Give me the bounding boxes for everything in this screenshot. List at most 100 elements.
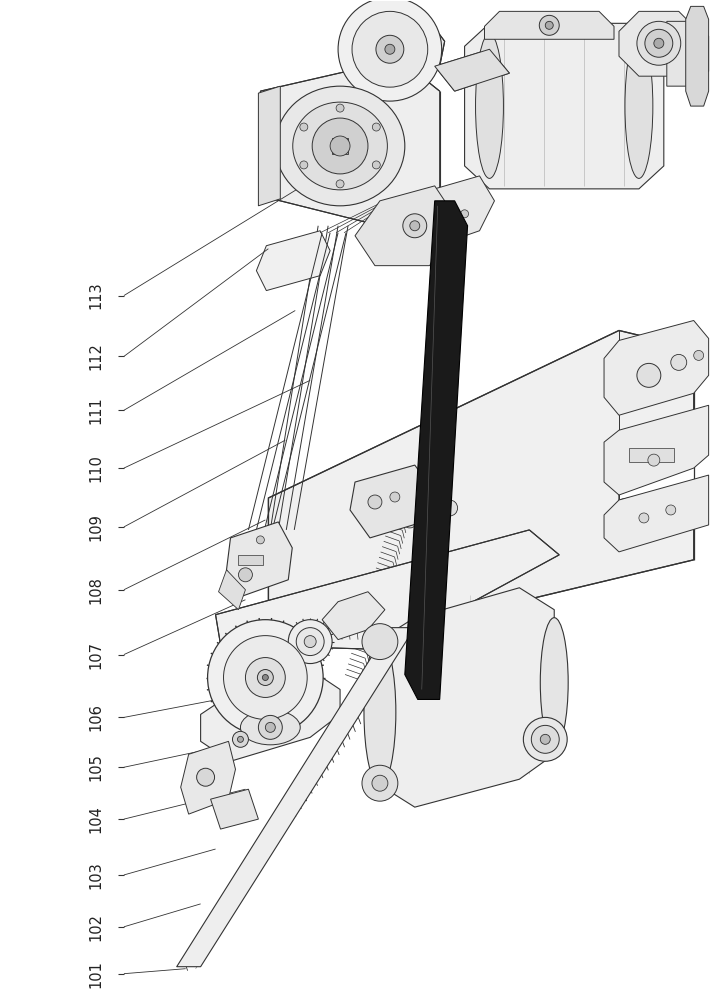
Circle shape: [372, 123, 380, 131]
Circle shape: [531, 725, 559, 753]
Circle shape: [246, 658, 285, 697]
Polygon shape: [180, 741, 236, 814]
Circle shape: [289, 620, 332, 664]
Text: 107: 107: [89, 641, 104, 669]
Text: 110: 110: [89, 454, 104, 482]
Text: 103: 103: [89, 861, 104, 889]
Ellipse shape: [625, 34, 653, 178]
Polygon shape: [435, 49, 509, 91]
Circle shape: [256, 536, 264, 544]
Circle shape: [304, 636, 316, 648]
Circle shape: [410, 221, 420, 231]
Polygon shape: [226, 522, 292, 597]
Text: 113: 113: [89, 282, 104, 309]
Polygon shape: [619, 11, 699, 76]
Circle shape: [300, 123, 308, 131]
Polygon shape: [350, 465, 435, 538]
Text: 104: 104: [89, 805, 104, 833]
Polygon shape: [177, 628, 415, 967]
Circle shape: [654, 38, 664, 48]
Text: 108: 108: [89, 576, 104, 604]
Polygon shape: [405, 201, 468, 699]
Polygon shape: [258, 86, 280, 206]
Circle shape: [296, 628, 324, 656]
Ellipse shape: [475, 34, 503, 178]
Circle shape: [546, 21, 553, 29]
Circle shape: [362, 624, 398, 660]
Polygon shape: [604, 320, 709, 415]
Circle shape: [330, 136, 350, 156]
Circle shape: [233, 731, 248, 747]
Text: 101: 101: [89, 960, 104, 988]
Polygon shape: [322, 592, 385, 640]
Circle shape: [336, 104, 344, 112]
Polygon shape: [355, 186, 455, 266]
Polygon shape: [380, 588, 554, 807]
Circle shape: [312, 118, 368, 174]
Text: 111: 111: [89, 396, 104, 424]
Polygon shape: [218, 570, 246, 610]
Ellipse shape: [241, 710, 300, 745]
Polygon shape: [667, 21, 709, 86]
Polygon shape: [465, 23, 664, 189]
Circle shape: [460, 210, 468, 218]
Circle shape: [336, 180, 344, 188]
Circle shape: [442, 213, 454, 225]
Circle shape: [197, 768, 215, 786]
Circle shape: [376, 35, 404, 63]
Text: 105: 105: [89, 753, 104, 781]
Circle shape: [238, 568, 253, 582]
Circle shape: [671, 354, 687, 370]
Bar: [629, 448, 674, 462]
Circle shape: [257, 670, 274, 685]
Circle shape: [238, 736, 243, 742]
Polygon shape: [604, 475, 709, 552]
Circle shape: [223, 636, 307, 719]
Circle shape: [362, 765, 398, 801]
Circle shape: [368, 495, 382, 509]
Ellipse shape: [293, 102, 387, 190]
Circle shape: [385, 44, 395, 54]
Ellipse shape: [276, 86, 405, 206]
Polygon shape: [200, 670, 340, 761]
Circle shape: [338, 0, 442, 101]
Circle shape: [300, 161, 308, 169]
Text: 102: 102: [89, 913, 104, 941]
Bar: [332, 138, 348, 154]
Circle shape: [352, 11, 427, 87]
Text: 109: 109: [89, 513, 104, 541]
Circle shape: [639, 513, 649, 523]
Polygon shape: [686, 6, 709, 106]
Polygon shape: [261, 59, 440, 231]
Circle shape: [402, 512, 417, 528]
Circle shape: [208, 620, 323, 735]
Circle shape: [266, 722, 276, 732]
Circle shape: [403, 214, 427, 238]
Circle shape: [694, 350, 704, 360]
Circle shape: [523, 717, 567, 761]
Circle shape: [372, 161, 380, 169]
Polygon shape: [211, 789, 258, 829]
Polygon shape: [485, 11, 614, 39]
Polygon shape: [256, 231, 330, 291]
Text: 106: 106: [89, 703, 104, 731]
Circle shape: [390, 492, 400, 502]
Polygon shape: [413, 176, 495, 249]
Text: 112: 112: [89, 342, 104, 370]
Polygon shape: [604, 405, 709, 495]
Circle shape: [666, 505, 676, 515]
Circle shape: [258, 715, 282, 739]
Ellipse shape: [364, 640, 396, 785]
Polygon shape: [268, 330, 694, 640]
Circle shape: [262, 675, 268, 680]
Circle shape: [442, 500, 458, 516]
Circle shape: [372, 775, 388, 791]
Circle shape: [637, 21, 681, 65]
Bar: [238, 555, 263, 565]
Polygon shape: [216, 530, 559, 650]
Circle shape: [645, 29, 673, 57]
Circle shape: [541, 734, 551, 744]
Circle shape: [637, 363, 661, 387]
Circle shape: [539, 15, 559, 35]
Ellipse shape: [541, 618, 569, 747]
